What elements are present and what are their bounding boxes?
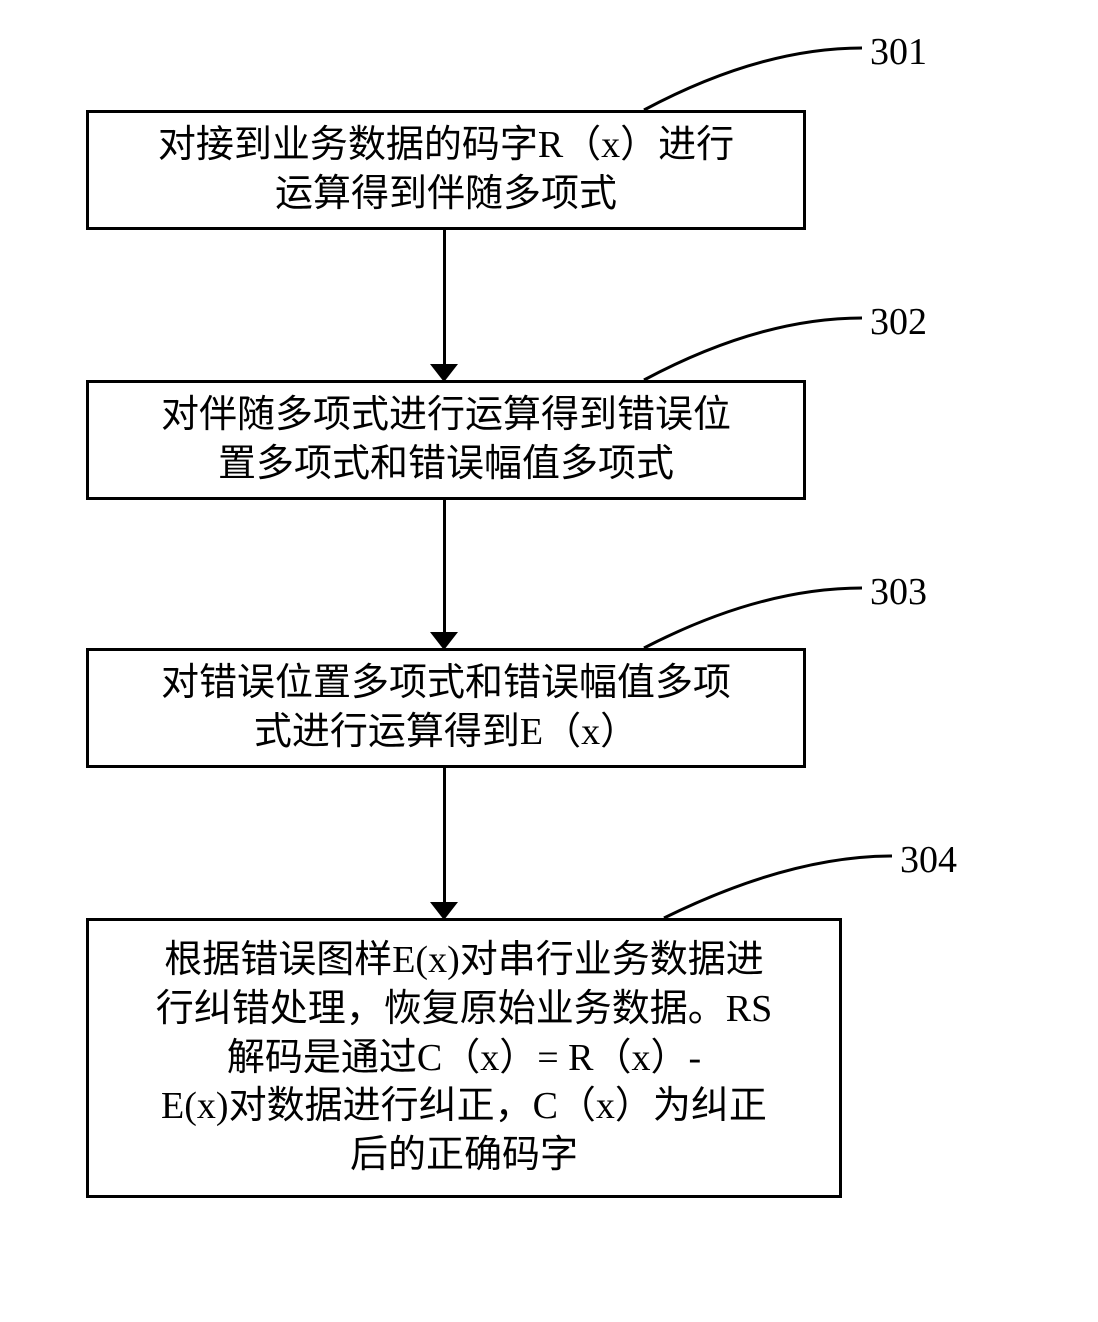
arrow-head-icon: [430, 902, 458, 920]
flow-node-label-n302: 302: [870, 300, 927, 344]
arrow-head-icon: [430, 632, 458, 650]
flow-arrow-2: [443, 768, 446, 904]
flow-node-n302: 对伴随多项式进行运算得到错误位 置多项式和错误幅值多项式: [86, 380, 806, 500]
flow-arrow-1: [443, 500, 446, 634]
flowchart-canvas: 对接到业务数据的码字R（x）进行 运算得到伴随多项式 301 对伴随多项式进行运算得…: [0, 0, 1098, 1322]
flow-node-text: 对接到业务数据的码字R（x）进行 运算得到伴随多项式: [158, 121, 734, 218]
flow-node-text: 对错误位置多项式和错误幅值多项 式进行运算得到E（x）: [161, 659, 731, 756]
flow-node-n303: 对错误位置多项式和错误幅值多项 式进行运算得到E（x）: [86, 648, 806, 768]
flow-node-n304: 根据错误图样E(x)对串行业务数据进 行纠错处理，恢复原始业务数据。RS 解码是…: [86, 918, 842, 1198]
flow-node-text: 根据错误图样E(x)对串行业务数据进 行纠错处理，恢复原始业务数据。RS 解码是…: [156, 936, 772, 1179]
flow-arrow-0: [443, 230, 446, 366]
flow-node-label-n304: 304: [900, 838, 957, 882]
arrow-head-icon: [430, 364, 458, 382]
flow-node-n301: 对接到业务数据的码字R（x）进行 运算得到伴随多项式: [86, 110, 806, 230]
flow-node-label-n301: 301: [870, 30, 927, 74]
flow-node-text: 对伴随多项式进行运算得到错误位 置多项式和错误幅值多项式: [161, 391, 731, 488]
flow-node-label-n303: 303: [870, 570, 927, 614]
